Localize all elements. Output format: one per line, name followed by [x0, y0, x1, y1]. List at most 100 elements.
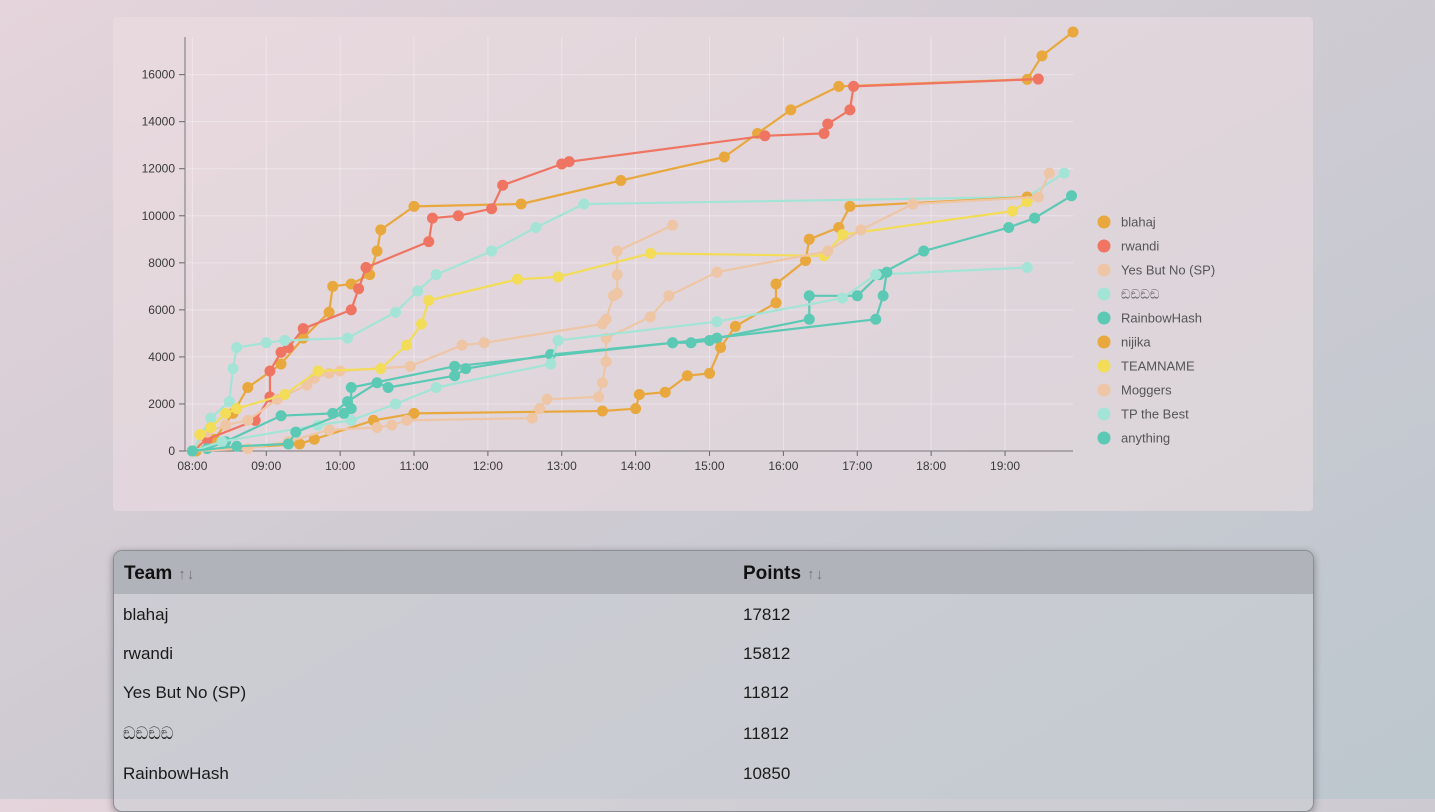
data-point [205, 421, 217, 433]
y-tick-label: 16000 [142, 68, 176, 82]
data-point [715, 342, 727, 353]
data-point [205, 412, 217, 424]
data-point [918, 245, 930, 257]
data-point [415, 318, 427, 330]
data-point [430, 381, 442, 393]
data-point [822, 245, 834, 257]
data-point [242, 414, 254, 426]
data-point [242, 381, 254, 393]
arrow-up-icon[interactable]: ↑ [807, 565, 816, 583]
arrow-down-icon[interactable]: ↓ [815, 565, 825, 583]
legend-marker [1097, 335, 1111, 349]
data-point [596, 377, 608, 389]
arrow-up-icon[interactable]: ↑ [178, 565, 187, 583]
data-point [803, 313, 815, 325]
y-tick-label: 2000 [148, 397, 175, 411]
team-sort-control[interactable]: ↑↓ [178, 566, 195, 583]
data-point [844, 104, 856, 116]
data-point [803, 290, 815, 302]
y-tick-label: 10000 [142, 209, 176, 223]
data-point [423, 236, 435, 248]
data-point [308, 433, 320, 445]
data-point [294, 438, 306, 450]
data-point [390, 306, 402, 318]
data-point [449, 360, 461, 372]
data-point [663, 290, 675, 302]
data-point [667, 219, 679, 231]
table-header: Team ↑↓ Points ↑↓ [114, 551, 1313, 594]
data-point [371, 245, 383, 257]
y-tick-label: 4000 [148, 350, 175, 364]
data-point [907, 198, 919, 210]
data-point [1006, 205, 1018, 217]
x-tick-label: 16:00 [768, 459, 798, 473]
data-point [375, 224, 387, 236]
legend-entry: nijika [1121, 335, 1151, 350]
table-row: Yes But No (SP) 11812 [114, 672, 1313, 711]
data-point [1029, 212, 1041, 224]
data-point [323, 306, 335, 318]
score-chart-panel: 08:00 09:00 10:00 11:00 12:00 13:00 14:00 15:00… [113, 17, 1313, 511]
table-row: ඞඞඞඞ 11812 [114, 711, 1313, 750]
x-tick-label: 14:00 [621, 459, 651, 473]
x-tick-label: 08:00 [177, 459, 207, 473]
data-point [231, 403, 243, 415]
table-row: RainbowHash 10850 [114, 752, 1313, 791]
y-tick-label: 0 [168, 444, 175, 458]
data-point [231, 440, 243, 452]
data-point [327, 280, 339, 292]
y-tick-label: 8000 [148, 256, 175, 270]
data-point [486, 245, 498, 257]
arrow-down-icon[interactable]: ↓ [186, 565, 196, 583]
data-point [563, 156, 575, 168]
data-point [870, 313, 882, 325]
legend-entry: Moggers [1121, 383, 1172, 398]
data-point [600, 313, 612, 325]
data-point [685, 337, 697, 349]
data-point [386, 419, 398, 431]
data-point [633, 389, 645, 401]
data-point [227, 363, 239, 375]
data-point [578, 198, 590, 210]
team-name-cell: Yes But No (SP) [123, 683, 247, 702]
data-point [401, 339, 413, 351]
x-tick-label: 15:00 [695, 459, 725, 473]
data-point [1067, 26, 1079, 38]
data-point [194, 429, 206, 441]
data-point [216, 436, 228, 448]
x-tick-label: 19:00 [990, 459, 1020, 473]
x-tick-label: 11:00 [399, 459, 428, 473]
team-column-header[interactable]: Team ↑↓ [124, 563, 195, 585]
points-sort-control[interactable]: ↑↓ [807, 566, 824, 583]
data-point [541, 393, 553, 405]
legend-entry: anything [1121, 431, 1170, 446]
legend-marker [1097, 431, 1111, 445]
data-point [611, 245, 623, 257]
series-line-8 [192, 266, 1028, 453]
data-point [345, 414, 357, 426]
legend-marker [1097, 215, 1111, 229]
y-tick-label: 12000 [142, 162, 176, 176]
points-cell: 10850 [743, 764, 791, 783]
legend-marker [1097, 407, 1111, 421]
legend-entry: ඞඞඞඞ [1121, 287, 1160, 302]
team-name-cell: blahaj [123, 605, 169, 624]
points-column-header[interactable]: Points ↑↓ [743, 563, 824, 585]
data-point [511, 273, 523, 285]
data-point [729, 320, 741, 332]
data-point [611, 287, 623, 299]
y-tick-label: 6000 [148, 303, 175, 317]
data-point [526, 412, 538, 424]
data-point [1043, 167, 1055, 179]
x-tick-label: 09:00 [251, 459, 281, 473]
data-point [837, 292, 849, 304]
data-point [704, 367, 716, 379]
legend-marker [1097, 287, 1111, 301]
data-point [223, 396, 235, 408]
data-point [530, 222, 542, 234]
data-point [851, 290, 863, 302]
data-point [593, 391, 605, 403]
x-tick-label: 17:00 [842, 459, 872, 473]
data-point [877, 290, 889, 302]
data-point [615, 174, 627, 186]
